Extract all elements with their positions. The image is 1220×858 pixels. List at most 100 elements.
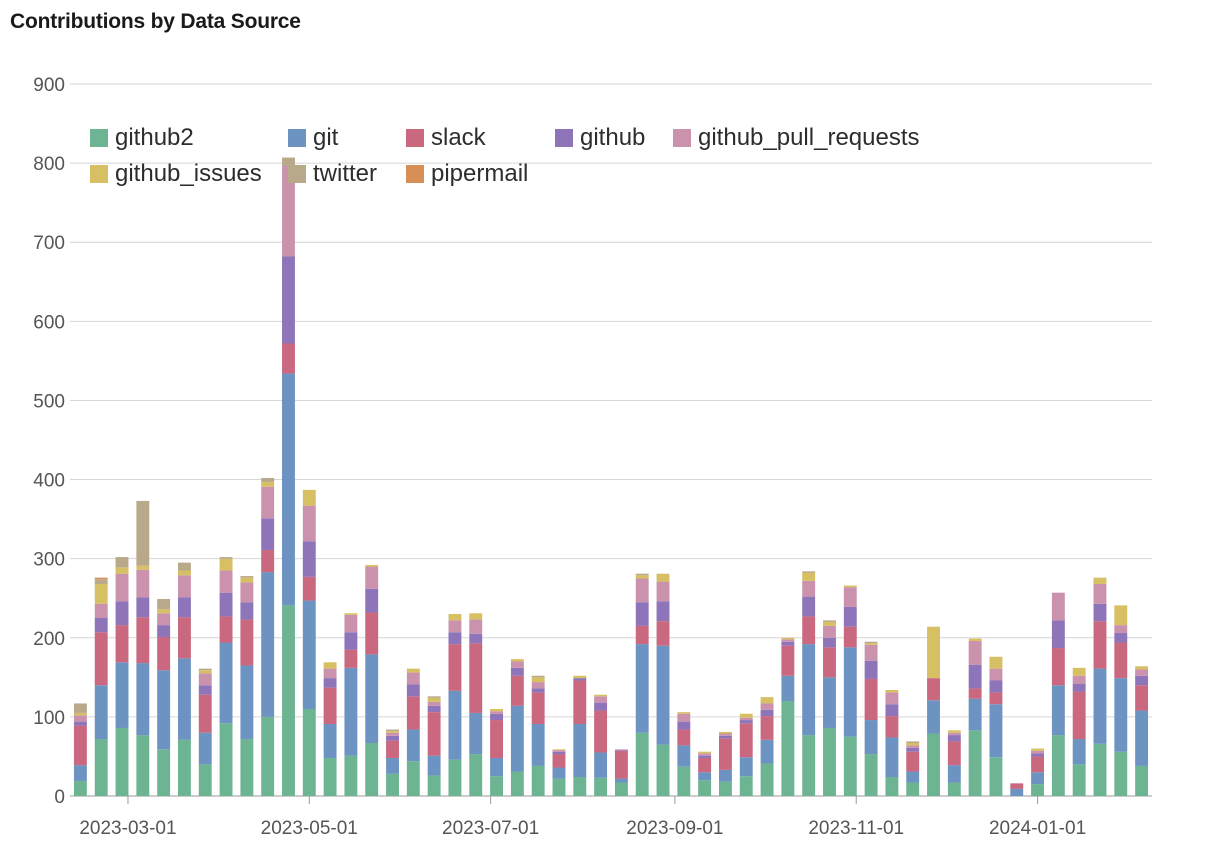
bar-segment-slack xyxy=(614,750,628,779)
bar-segment-github_issues xyxy=(344,613,358,615)
bar-segment-github2 xyxy=(656,744,670,796)
bar-segment-github_pull_requests xyxy=(656,581,670,602)
y-tick-label: 400 xyxy=(33,471,65,492)
bar-segment-github xyxy=(302,541,316,577)
bar-segment-git xyxy=(448,690,462,760)
bar-segment-slack xyxy=(989,692,1003,705)
bar-segment-github_pull_requests xyxy=(1051,592,1065,621)
bar-segment-git xyxy=(177,658,191,740)
bar-segment-github xyxy=(510,667,524,676)
legend-item-git: git xyxy=(288,124,338,152)
bar-segment-git xyxy=(198,732,212,765)
bar-segment-slack xyxy=(677,729,691,746)
legend-swatch xyxy=(90,129,108,147)
bar-segment-github_issues xyxy=(843,585,857,588)
bar-segment-twitter xyxy=(73,703,87,713)
bar-segment-github xyxy=(906,747,920,752)
bar-segment-github_pull_requests xyxy=(843,587,857,607)
bar-segment-github2 xyxy=(843,736,857,796)
bar-segment-slack xyxy=(823,647,836,678)
bar-segment-git xyxy=(240,665,254,740)
bar-segment-github2 xyxy=(614,782,628,796)
bar-segment-pipermail xyxy=(94,577,108,580)
bar-segment-github xyxy=(469,633,483,644)
bar-segment-github_pull_requests xyxy=(1135,669,1149,676)
bar-segment-twitter xyxy=(823,620,836,622)
bar-segment-twitter xyxy=(261,477,275,482)
bar-segment-github_issues xyxy=(115,567,129,574)
bar-segment-github_issues xyxy=(1114,605,1128,626)
bar-segment-github2 xyxy=(406,761,420,796)
bar-segment-github_issues xyxy=(802,572,816,581)
bar-segment-github_pull_requests xyxy=(115,573,129,602)
bar-segment-git xyxy=(843,647,857,737)
bar-segment-github_issues xyxy=(177,570,191,576)
bar-segment-github2 xyxy=(760,763,774,796)
bar-segment-github_pull_requests xyxy=(947,732,961,736)
bar-segment-github_issues xyxy=(469,613,483,620)
bar-segment-slack xyxy=(386,740,399,759)
bar-segment-git xyxy=(261,572,275,717)
bar-segment-slack xyxy=(427,712,441,756)
bar-segment-slack xyxy=(781,645,795,676)
legend-label: github2 xyxy=(115,124,194,151)
bar-segment-github xyxy=(677,721,691,730)
bar-segment-slack xyxy=(344,649,358,668)
bar-segment-twitter xyxy=(136,500,150,566)
bar-segment-github2 xyxy=(1072,764,1086,796)
bar-segment-github xyxy=(94,618,108,633)
bar-segment-git xyxy=(302,600,316,709)
bar-segment-github2 xyxy=(989,757,1003,796)
bar-segment-github_pull_requests xyxy=(448,620,462,633)
bar-segment-github2 xyxy=(448,759,462,796)
bar-segment-github2 xyxy=(573,777,587,796)
legend-swatch xyxy=(288,129,306,147)
y-tick-label: 700 xyxy=(33,233,65,254)
bar-segment-github_pull_requests xyxy=(510,661,524,668)
bar-segment-git xyxy=(635,644,649,733)
bar-segment-github_issues xyxy=(989,656,1003,669)
bar-segment-github xyxy=(947,735,961,742)
bar-segment-twitter xyxy=(94,579,108,584)
bar-segment-twitter xyxy=(219,557,233,559)
bar-segment-git xyxy=(656,645,670,745)
bar-segment-git xyxy=(573,724,587,778)
bar-segment-git xyxy=(323,724,337,759)
bar-segment-slack xyxy=(365,612,379,655)
bar-segment-github_pull_requests xyxy=(386,732,399,736)
bar-segment-git xyxy=(864,720,878,755)
bar-segment-github2 xyxy=(927,733,940,796)
bar-segment-github_issues xyxy=(968,638,982,641)
bar-segment-slack xyxy=(635,625,649,645)
bar-segment-slack xyxy=(240,619,254,666)
bar-segment-github2 xyxy=(386,773,399,796)
bar-segment-github_issues xyxy=(656,573,670,582)
legend-swatch xyxy=(288,165,306,183)
bar-segment-github xyxy=(406,684,420,697)
bar-segment-slack xyxy=(448,644,462,691)
bar-segment-git xyxy=(1031,772,1045,785)
bar-segment-github_pull_requests xyxy=(885,692,899,705)
x-tick-label: 2023-03-01 xyxy=(79,818,176,839)
bar-segment-slack xyxy=(198,694,212,733)
bars xyxy=(73,157,1149,796)
bar-segment-github_issues xyxy=(1031,748,1045,751)
bar-segment-slack xyxy=(552,754,566,768)
y-axis: 0 100 200 300 400 500 600 700 800 900 xyxy=(33,75,65,808)
bar-segment-slack xyxy=(718,738,732,770)
bar-segment-github_pull_requests xyxy=(490,711,504,714)
bar-segment-github_pull_requests xyxy=(365,566,379,589)
bar-segment-github_pull_requests xyxy=(552,750,566,752)
bar-segment-slack xyxy=(573,680,587,725)
bar-segment-slack xyxy=(115,625,129,663)
legend-label: pipermail xyxy=(431,160,529,187)
bar-segment-twitter xyxy=(386,729,399,732)
y-tick-label: 600 xyxy=(33,312,65,333)
bar-segment-slack xyxy=(927,678,940,701)
bar-segment-github_issues xyxy=(760,697,774,704)
bar-segment-git xyxy=(1051,685,1065,736)
bar-segment-git xyxy=(677,745,691,767)
y-tick-label: 300 xyxy=(33,550,65,571)
bar-segment-github xyxy=(1072,683,1086,692)
bar-segment-git xyxy=(885,737,899,778)
